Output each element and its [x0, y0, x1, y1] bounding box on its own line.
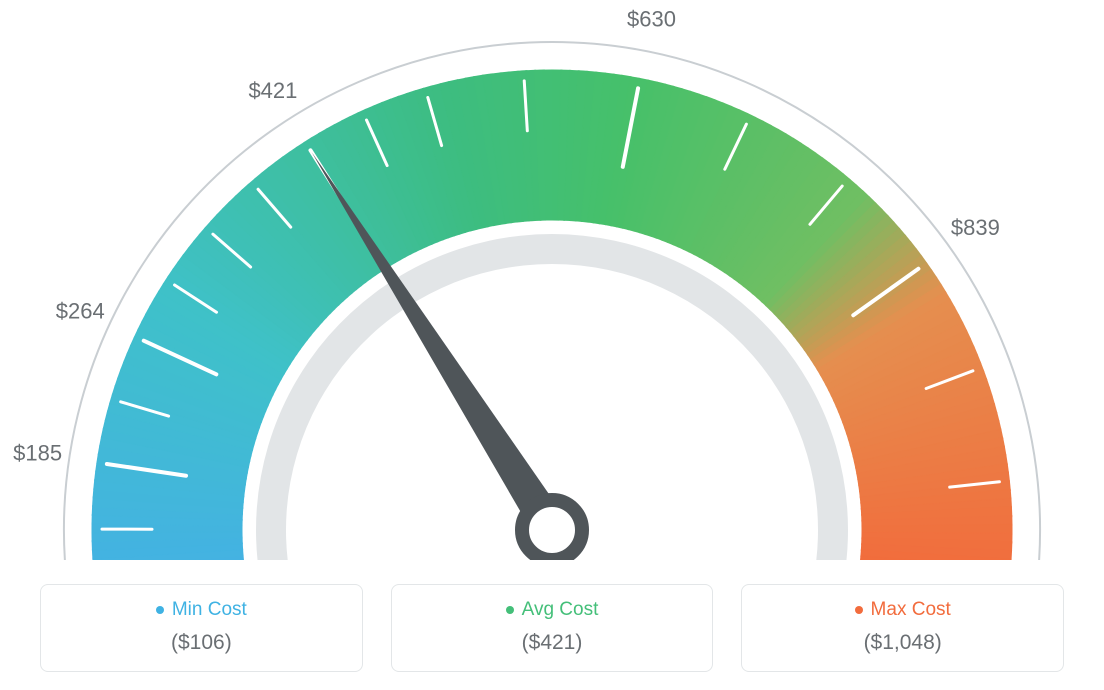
legend-min-card: Min Cost ($106)	[40, 584, 363, 672]
legend-avg-title: Avg Cost	[506, 599, 599, 621]
gauge-scale-label: $421	[248, 78, 297, 103]
gauge-color-arc	[92, 70, 1012, 560]
legend-row: Min Cost ($106) Avg Cost ($421) Max Cost…	[0, 584, 1104, 672]
gauge-scale-label: $839	[951, 215, 1000, 240]
gauge-scale-label: $185	[13, 441, 62, 466]
cost-gauge: $106$185$264$421$630$839$1,048	[0, 0, 1104, 560]
gauge-hub	[522, 500, 582, 560]
gauge-scale-label: $264	[56, 298, 105, 323]
gauge-svg: $106$185$264$421$630$839$1,048	[0, 0, 1104, 560]
legend-max-card: Max Cost ($1,048)	[741, 584, 1064, 672]
gauge-scale-label: $630	[627, 7, 676, 32]
legend-avg-value: ($421)	[402, 631, 703, 655]
legend-max-value: ($1,048)	[752, 631, 1053, 655]
legend-avg-card: Avg Cost ($421)	[391, 584, 714, 672]
legend-max-title: Max Cost	[855, 599, 951, 621]
legend-min-title: Min Cost	[156, 599, 247, 621]
legend-min-value: ($106)	[51, 631, 352, 655]
